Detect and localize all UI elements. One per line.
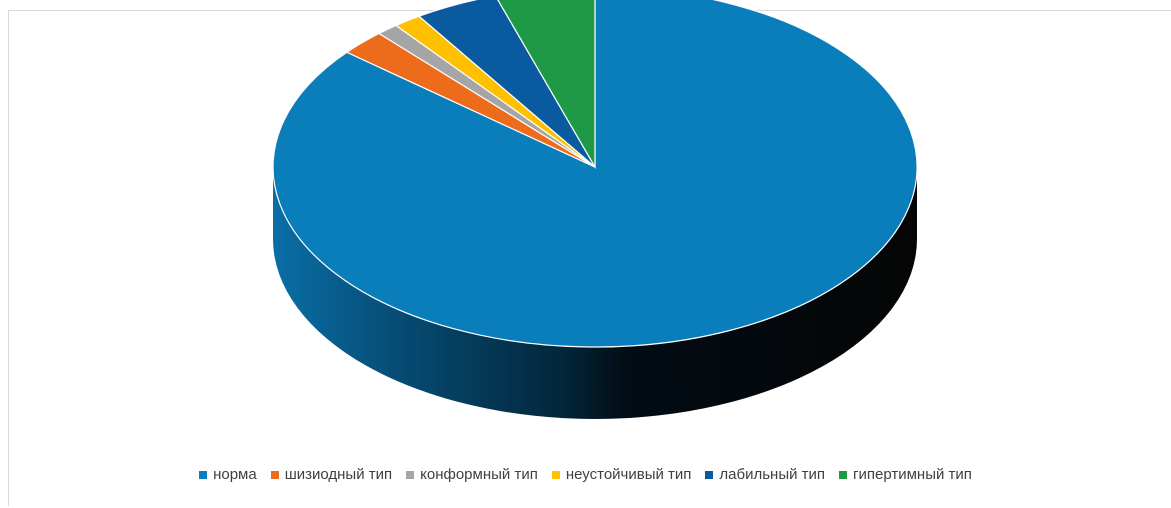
legend-label: лабильный тип	[719, 466, 826, 483]
legend-item: неустойчивый тип	[551, 466, 692, 483]
legend-item: шизиодный тип	[270, 466, 393, 483]
pie-side-wall-shape	[273, 167, 917, 419]
legend-item: гипертимный тип	[839, 466, 972, 483]
legend-item: конформный тип	[406, 466, 538, 483]
pie-side-wall	[273, 167, 917, 419]
legend-label: конформный тип	[420, 466, 538, 483]
legend-label: гипертимный тип	[853, 466, 972, 483]
pie-slice-6	[497, 0, 596, 170]
legend-label: шизиодный тип	[284, 466, 393, 483]
legend: норма шизиодный тип конформный тип неустойч…	[0, 466, 1171, 483]
legend-label: норма	[213, 466, 257, 483]
legend-swatch	[551, 470, 560, 479]
pie-chart	[272, 0, 918, 419]
legend-swatch	[839, 470, 848, 479]
legend-label: неустойчивый тип	[565, 466, 692, 483]
legend-item: лабильный тип	[705, 466, 825, 483]
legend-swatch	[406, 470, 415, 479]
legend-swatch	[270, 470, 279, 479]
pie-slice-1	[272, 0, 918, 348]
legend-swatch	[199, 470, 208, 479]
pie-slices	[272, 0, 918, 348]
pie-slice-5	[417, 0, 596, 168]
legend-item: норма	[199, 466, 257, 483]
legend-swatch	[705, 470, 714, 479]
